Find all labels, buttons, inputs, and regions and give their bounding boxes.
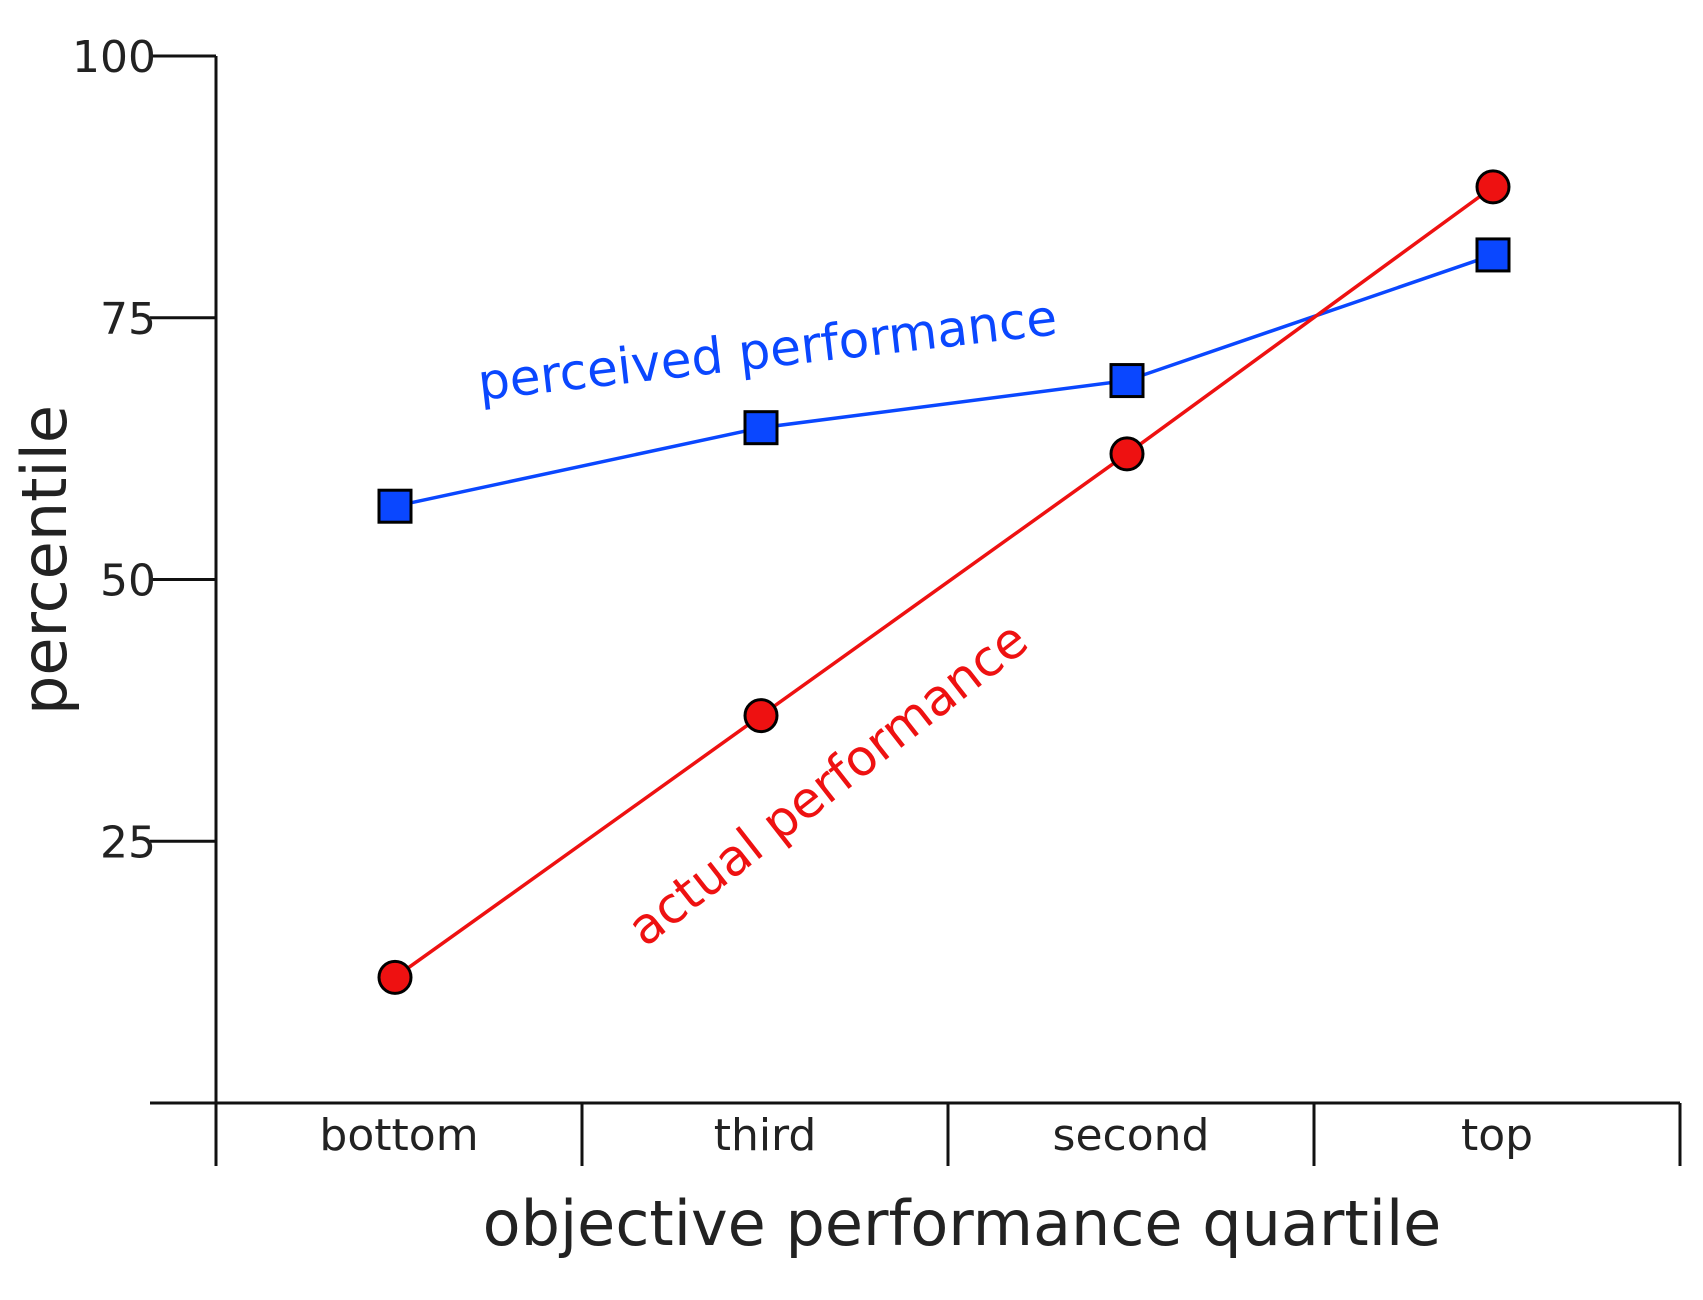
data-point — [1109, 436, 1145, 472]
series-line — [394, 253, 1494, 508]
y-ticks: 25 50 75 100 — [72, 32, 216, 868]
y-axis-title: percentile — [8, 405, 81, 715]
series-label-perceived-performance: perceived performance — [475, 288, 1060, 412]
y-tick-label: 100 — [72, 32, 156, 83]
series-line — [393, 185, 1495, 979]
data-point — [1109, 363, 1145, 399]
x-tick-label: top — [1461, 1110, 1533, 1161]
y-tick-label: 50 — [100, 556, 156, 607]
x-ticks: bottom third second top — [214, 1103, 1682, 1166]
y-tick-label: 25 — [100, 817, 156, 868]
x-tick-label: third — [714, 1110, 817, 1161]
x-tick-label: bottom — [319, 1110, 478, 1161]
series — [377, 169, 1511, 995]
series-label-actual-performance: actual performance — [617, 610, 1039, 957]
data-point — [1475, 237, 1511, 273]
x-axis-title: objective performance quartile — [483, 1187, 1442, 1260]
data-point — [743, 410, 779, 446]
data-point — [377, 488, 413, 524]
data-point — [377, 959, 413, 995]
axes — [150, 56, 1680, 1105]
y-tick-label: 75 — [100, 294, 156, 345]
data-point — [743, 698, 779, 734]
x-tick-label: second — [1053, 1110, 1210, 1161]
data-point — [1475, 169, 1511, 205]
